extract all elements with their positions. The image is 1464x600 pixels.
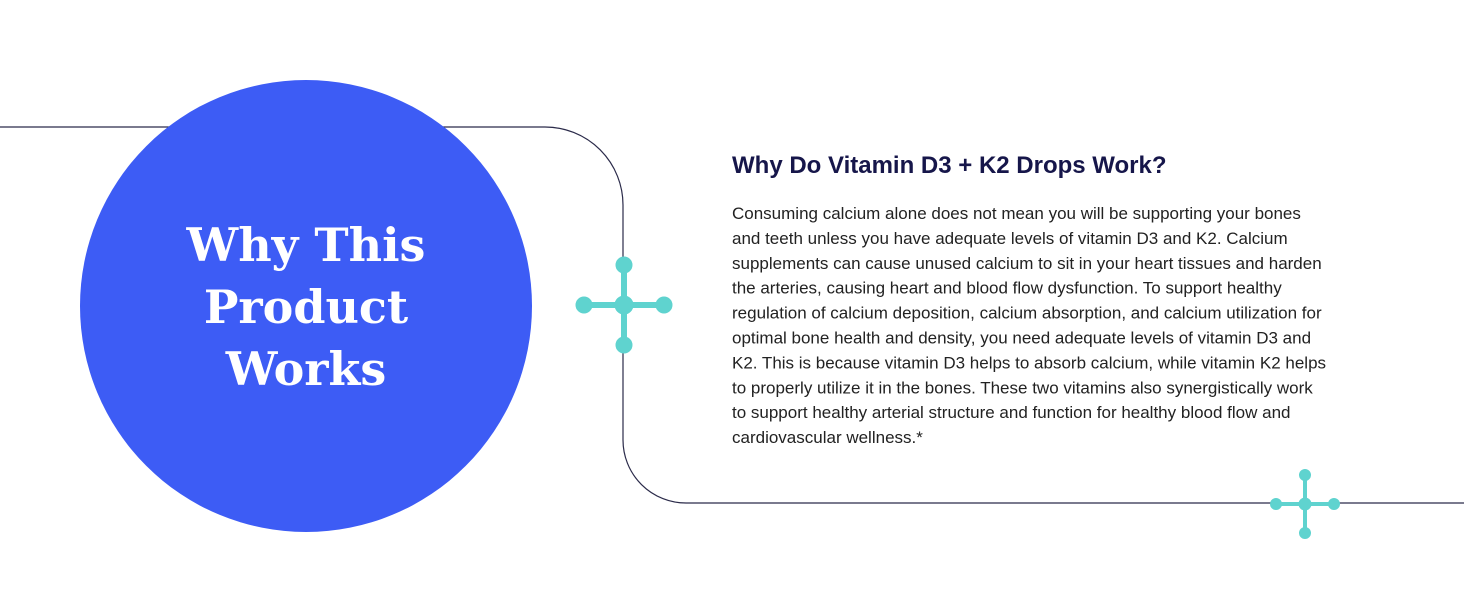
icon-dot	[575, 296, 593, 314]
badge-title-line: Why This	[186, 218, 426, 272]
body-line: Consuming calcium alone does not mean yo…	[732, 204, 1301, 223]
icon-dot	[1270, 498, 1282, 510]
body-line: and teeth unless you have adequate level…	[732, 229, 1288, 248]
body-line: K2. This is because vitamin D3 helps to …	[732, 353, 1326, 372]
icon-dot	[614, 295, 634, 315]
plus-icon	[575, 256, 673, 354]
heading: Why Do Vitamin D3 + K2 Drops Work?	[732, 152, 1167, 179]
icon-dot	[1299, 469, 1311, 481]
body-line: to support healthy arterial structure an…	[732, 403, 1291, 422]
body-line: supplements can cause unused calcium to …	[732, 254, 1322, 273]
icon-dot	[1328, 498, 1340, 510]
body-line: cardiovascular wellness.*	[732, 428, 923, 447]
badge-circle	[80, 80, 532, 532]
icon-dot	[615, 256, 633, 274]
body-line: the arteries, causing heart and blood fl…	[732, 279, 1282, 298]
icon-dot	[1299, 527, 1311, 539]
body-line: regulation of calcium deposition, calciu…	[732, 304, 1322, 323]
badge-title-line: Works	[225, 342, 387, 396]
icon-dot	[655, 296, 673, 314]
body-line: to properly utilize it in the bones. The…	[732, 378, 1313, 397]
plus-icon	[1270, 469, 1340, 539]
connector-line	[0, 126, 1464, 504]
badge-title-line: Product	[204, 280, 409, 334]
body-line: optimal bone health and density, you nee…	[732, 329, 1311, 348]
icon-dot	[1298, 497, 1312, 511]
icon-dot	[615, 336, 633, 354]
